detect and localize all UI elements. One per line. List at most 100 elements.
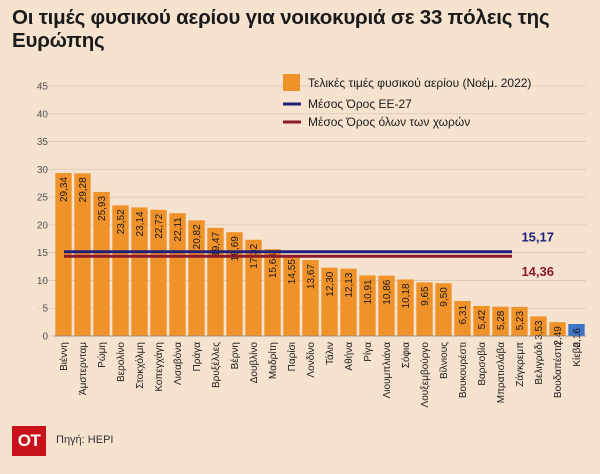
y-tick-label: 35 bbox=[37, 137, 49, 148]
chart-title: Οι τιμές φυσικού αερίου για νοικοκυριά σ… bbox=[12, 6, 550, 52]
y-tick-label: 40 bbox=[37, 109, 49, 120]
x-tick-label: Πράγα bbox=[191, 342, 203, 372]
value-label: 5,42 bbox=[477, 309, 488, 329]
value-label: 23,52 bbox=[116, 209, 127, 234]
x-tick-label: Σόφια bbox=[400, 342, 412, 368]
y-tick-label: 25 bbox=[37, 193, 49, 204]
value-label: 22,11 bbox=[173, 217, 184, 242]
x-tick-label: Βρυξέλλες bbox=[210, 342, 222, 388]
bar bbox=[321, 267, 338, 336]
bar bbox=[169, 213, 186, 336]
bar bbox=[454, 300, 471, 336]
bar bbox=[378, 275, 395, 336]
x-tick-label: Μπρατισλάβα bbox=[495, 342, 507, 403]
value-label: 22,72 bbox=[154, 213, 165, 238]
bar bbox=[340, 268, 357, 336]
reference-lines: 15,17 14,36 bbox=[64, 230, 554, 279]
value-label: 10,91 bbox=[363, 279, 374, 304]
value-label: 12,13 bbox=[344, 272, 355, 297]
x-tick-label: Άμστερνταμ bbox=[78, 342, 89, 395]
legend-label-eu27: Μέσος Όρος ΕΕ-27 bbox=[308, 97, 412, 111]
x-tick-label: Μαδρίτη bbox=[267, 342, 279, 379]
y-tick-label: 30 bbox=[37, 165, 49, 176]
bar bbox=[131, 207, 148, 336]
bar bbox=[264, 249, 281, 336]
y-tick-label: 10 bbox=[37, 276, 49, 287]
bar bbox=[359, 275, 376, 336]
value-label: 12,30 bbox=[325, 271, 336, 296]
x-tick-label: Ρίγα bbox=[362, 342, 374, 362]
bar bbox=[55, 173, 72, 336]
source-note: Πηγή: HEPI bbox=[56, 434, 114, 446]
bar bbox=[530, 316, 547, 336]
x-tick-label: Βέρνη bbox=[229, 342, 241, 369]
y-tick-label: 0 bbox=[42, 332, 48, 343]
bar bbox=[492, 306, 509, 336]
bar bbox=[302, 260, 319, 336]
x-tick-label: Τάλιν bbox=[324, 342, 336, 365]
reference-line-label: 15,17 bbox=[521, 230, 554, 245]
bar bbox=[283, 255, 300, 336]
x-tick-label: Βελιγράδι bbox=[533, 342, 545, 385]
legend-swatch-bars bbox=[283, 74, 300, 91]
bar bbox=[397, 279, 414, 336]
value-label: 29,28 bbox=[78, 177, 89, 202]
value-label: 2,16 bbox=[572, 328, 583, 348]
value-label: 10,18 bbox=[401, 283, 412, 308]
x-tick-label: Βαρσοβία bbox=[476, 342, 488, 386]
value-label: 20,82 bbox=[192, 224, 203, 249]
bar bbox=[112, 205, 129, 336]
bar bbox=[549, 322, 566, 336]
bar bbox=[473, 305, 490, 336]
bar bbox=[511, 306, 528, 336]
value-label: 6,31 bbox=[458, 305, 469, 325]
x-tick-label: Στοκχόλμη bbox=[134, 342, 146, 389]
ot-logo: OT bbox=[12, 426, 46, 456]
bar bbox=[150, 209, 167, 336]
value-label: 9,50 bbox=[439, 287, 450, 307]
legend: Τελικές τιμές φυσικού αερίου (Νοέμ. 2022… bbox=[283, 74, 531, 129]
x-tick-label: Ρώμη bbox=[96, 342, 108, 368]
value-label: 3,53 bbox=[534, 320, 545, 340]
x-tick-label: Λισαβόνα bbox=[172, 342, 184, 385]
value-label: 23,14 bbox=[135, 211, 146, 236]
value-label: 15,64 bbox=[268, 253, 279, 278]
x-tick-label: Κοπεγχάγη bbox=[153, 342, 165, 392]
x-tick-label: Λουξεμβούργο bbox=[419, 342, 431, 408]
value-label: 25,93 bbox=[97, 196, 108, 221]
bar bbox=[93, 191, 110, 336]
x-tick-label: Αθήνα bbox=[343, 342, 355, 371]
y-tick-label: 5 bbox=[42, 304, 48, 315]
legend-label-bars: Τελικές τιμές φυσικού αερίου (Νοέμ. 2022… bbox=[308, 76, 531, 90]
value-label: 10,86 bbox=[382, 279, 393, 304]
x-tick-label: Δουβλίνο bbox=[248, 342, 260, 384]
reference-line-label: 14,36 bbox=[521, 264, 554, 279]
bars bbox=[55, 173, 585, 336]
bar bbox=[245, 239, 262, 336]
x-tick-label: Λονδίνο bbox=[305, 342, 317, 378]
x-tick-label: Λιουμπλιάνα bbox=[381, 342, 393, 399]
value-label: 18,69 bbox=[230, 236, 241, 261]
bar bbox=[226, 232, 243, 336]
x-tick-label: Βουδαπέστη bbox=[552, 342, 564, 398]
bar bbox=[568, 324, 585, 336]
x-tick-label: Ζάγκρεμπ bbox=[514, 342, 526, 387]
value-label: 5,23 bbox=[515, 311, 526, 331]
x-tick-label: Βερολίνο bbox=[115, 342, 127, 382]
value-label: 13,67 bbox=[306, 264, 317, 289]
value-label: 19,47 bbox=[211, 231, 222, 256]
y-tick-label: 15 bbox=[37, 248, 49, 259]
x-tick-label: Βουκουρέστι bbox=[457, 342, 469, 398]
x-tick-label: Βίλνιους bbox=[438, 342, 450, 379]
x-tick-label: Βιέννη bbox=[58, 342, 70, 371]
x-tick-label: Κίεβο bbox=[571, 342, 583, 367]
value-label: 14,55 bbox=[287, 259, 298, 284]
value-label: 29,34 bbox=[59, 177, 70, 202]
value-label: 9,65 bbox=[420, 286, 431, 306]
bar bbox=[74, 173, 91, 336]
value-labels: 29,34 29,28 25,93 23,52 23,14 22,72 22,11 20,82… bbox=[59, 177, 583, 348]
x-tick-label: Παρίσι bbox=[286, 342, 298, 371]
legend-label-all: Μέσος Όρος όλων των χωρών bbox=[308, 115, 470, 129]
x-axis: Βιέννη Άμστερνταμ Ρώμη Βερολίνο Στοκχόλμη Κοπ… bbox=[54, 335, 586, 408]
